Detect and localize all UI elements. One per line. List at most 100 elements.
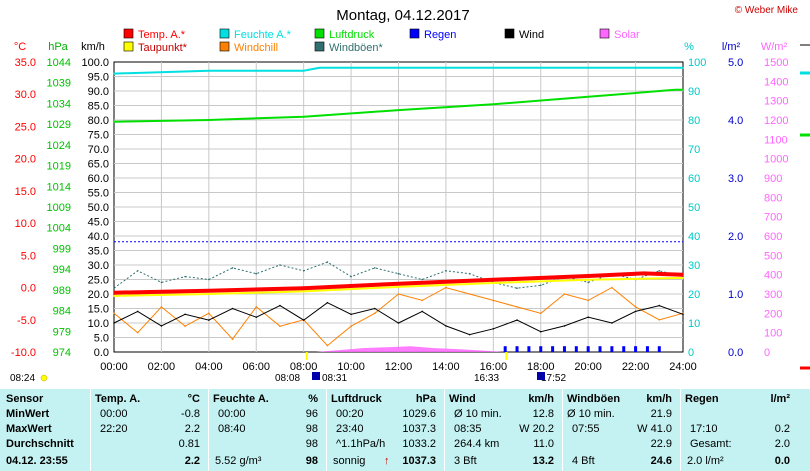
header-wind-unit: km/h [528,393,554,405]
data-point [326,301,329,304]
avg-pressure-value: 1033.2 [402,438,436,450]
sun-time-label: 16:33 [474,373,499,384]
data-point [468,272,471,275]
max-rain-value: 0.2 [774,423,790,435]
gust-beaufort-label: 4 Bft [572,455,595,467]
solar-tick-label: 1200 [764,115,788,127]
legend-label: Wind [519,29,544,41]
wind-tick-label: 75.0 [88,130,109,142]
data-point [326,344,329,347]
data-point [397,272,400,275]
header-humidity: Feuchte A. [213,393,269,405]
time-tick-label: 06:00 [242,361,270,373]
row-label-max: MaxWert [6,423,52,435]
solar-tick-label: 700 [764,212,782,224]
solar-tick-label: 400 [764,270,782,282]
header-pressure: Luftdruck [331,393,382,405]
humidity-tick-label: 100 [688,57,706,69]
legend-label: Feuchte A.* [234,29,292,41]
data-point [421,299,424,302]
min-wind-label: Ø 10 min. [454,408,502,420]
data-point [136,310,139,313]
data-point [634,306,637,308]
solar-tick-label: 0 [764,347,770,359]
solar-tick-label: 1000 [764,154,788,166]
max-pressure-time: 23:40 [336,423,364,435]
pressure-tick-label: 989 [53,285,71,297]
data-point [208,319,210,321]
legend-orange-square-icon [219,41,230,52]
table-divider [90,389,91,471]
data-point [397,109,400,111]
data-point [184,313,186,316]
current-pressure-value: 1037.3 [402,455,436,467]
wind-tick-label: 0.0 [94,347,109,359]
data-point [113,120,115,123]
legend-teal-square-icon [314,41,325,52]
data-point [231,307,234,310]
data-point [302,287,305,290]
temp-tick-label: 10.0 [15,218,36,230]
data-point [160,281,163,284]
temp-tick-label: 20.0 [15,154,36,166]
header-rain-unit: l/m² [770,393,790,405]
pressure-tick-label: 974 [53,347,71,359]
data-point [208,119,210,121]
humidity-tick-label: 60 [688,173,700,185]
pressure-tick-label: 1029 [47,119,71,131]
avg-wind-value: 11.0 [533,438,554,450]
solar-tick-label: 500 [764,250,782,262]
rain-bar [574,346,578,352]
data-point [587,275,589,277]
data-point [563,325,566,327]
rain-tick-label: 2.0 [728,231,743,243]
wind-tick-label: 50.0 [88,202,109,214]
data-point [658,304,661,307]
solar-tick-label: 1100 [764,134,788,146]
wind-tick-label: 15.0 [88,304,109,316]
data-point [539,330,542,333]
data-point [208,293,210,295]
data-point [279,304,281,307]
copyright-text: © Weber Mike [735,5,799,16]
legend-black-square-icon [504,28,515,39]
sun-time-label: 08:08 [275,373,300,384]
data-point [674,88,676,91]
legend-red-square-icon [123,28,134,39]
temp-tick-label: 30.0 [15,89,36,101]
data-point [302,69,305,72]
wind-tick-label: 65.0 [88,159,109,171]
legend-label: Regen [424,29,456,41]
data-point [587,96,589,98]
data-point [302,290,305,293]
wind-distance-label: 264.4 km [454,438,500,450]
twilight-icon [312,372,320,380]
data-point [516,319,518,321]
wind-beaufort-label: 3 Bft [454,455,477,467]
data-point [160,306,163,308]
data-point [208,312,210,315]
pressure-tick-label: 1014 [47,181,71,193]
data-point [445,270,447,272]
pressure-trend-label: ^1.1hPa/h [336,438,386,450]
data-point [113,312,115,315]
max-rain-time: 17:10 [690,423,718,435]
axis-ticks: 35.0 30.0 25.0 20.0 15.0 10.0 5.0 0.0 -5.0 -10.0 1… [11,57,789,373]
current-wind-value: 13.2 [532,455,554,467]
max-gust-time: 07:55 [572,423,600,435]
pressure-tick-label: 1019 [47,161,71,173]
data-point [587,299,589,302]
right-edge-decoration [800,44,810,370]
sun-markers: 08:24 08:08 08:31 16:33 17:52 [10,352,566,384]
data-point [208,289,210,292]
humidity-tick-label: 10 [688,318,700,330]
legend-label: Windböen* [329,42,384,54]
rain-bar [539,346,543,352]
legend-yellow-square-icon [123,41,134,52]
data-point [113,72,115,75]
time-tick-label: 24:00 [669,361,697,373]
data-point [468,293,471,295]
data-point [658,270,661,272]
time-tick-label: 16:00 [480,361,508,373]
